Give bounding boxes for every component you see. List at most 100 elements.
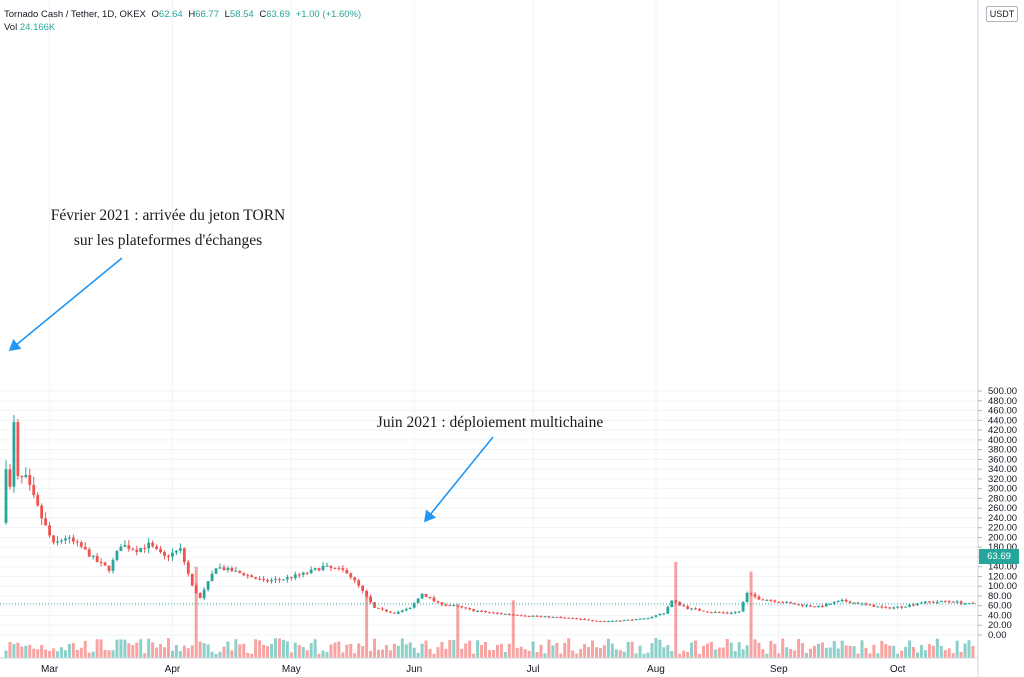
currency-unit-button[interactable]: USDT [986,6,1018,22]
volume-bar [242,643,246,658]
candle-body [773,600,777,602]
volume-bar [194,566,198,658]
candle-body [44,518,48,526]
volume-bar [919,644,923,658]
volume-bar [484,641,488,658]
candle-body [258,578,262,580]
candle-body [238,570,242,573]
candle-body [159,548,162,553]
candle-body [927,601,931,603]
y-tick-label: 380.00 [988,445,1017,456]
candle-body [16,422,20,476]
volume-bar [230,650,234,658]
volume-bar [662,647,666,658]
symbol-title[interactable]: Tornado Cash / Tether, 1D, OKEX [4,9,146,20]
volume-bar [698,653,702,658]
volume-bar [186,648,190,658]
volume-bar [638,645,642,658]
candle-body [222,567,226,570]
candle-body [361,585,365,591]
candle-body [460,606,464,608]
candle-body [448,604,452,606]
volume-bar [313,639,317,658]
candle-body [757,596,761,600]
volume-bar [761,649,765,658]
volume-bar [531,641,535,658]
x-tick-label: Aug [647,664,665,675]
volume-bar [757,642,761,658]
close-label: C [259,9,267,20]
candle-body [809,605,812,607]
annotation-line: Février 2021 : arrivée du jeton TORN [50,207,286,224]
volume-bar [107,650,111,658]
candle-body [817,605,820,607]
volume-bar [428,648,432,658]
volume-bar [547,639,551,658]
volume-bar [789,649,793,658]
volume-bar [297,644,301,658]
symbol-legend: Tornado Cash / Tether, 1D, OKEX O62.64 H… [4,9,364,20]
volume-bar [820,642,824,658]
volume-bar [63,650,67,658]
volume-bar [71,642,75,658]
volume-bar [915,652,919,658]
candle-body [618,620,622,622]
volume-bar [353,653,357,658]
volume-bar [198,641,202,658]
x-tick-label: Sep [770,664,788,675]
volume-bar [694,640,698,658]
volume-bar [262,644,266,658]
time-axis[interactable]: Mar Apr May Jun Jul Aug Sep Oct [0,657,978,675]
volume-bar [701,645,705,658]
candle-body [713,611,717,613]
volume-bar [848,645,852,658]
volume-bar [654,638,658,658]
candle-body [741,602,745,612]
volume-bar [527,650,531,658]
candle-body [820,605,824,607]
volume-bar [567,638,571,658]
candle-body [436,601,440,603]
volume-bar [487,650,491,658]
volume-bar [912,646,916,658]
candle-body [143,548,147,550]
candle-body [400,610,404,612]
volume-bar [285,641,289,658]
volume-bar [127,643,131,658]
candle-body [381,608,384,610]
candle-body [943,600,947,602]
candle-body [135,549,139,552]
volume-bar [396,645,400,658]
volume-bar [266,646,270,658]
volume-bar [131,644,135,658]
volume-bar [178,651,182,658]
candle-body [694,608,697,610]
volume-bar [143,653,147,658]
candle-body [480,610,483,612]
candle-body [4,469,8,523]
volume-bar [666,645,670,658]
candle-body [531,615,535,617]
candle-body [337,568,341,570]
candle-body [325,565,329,567]
candle-body [797,604,800,606]
volume-bar [59,647,63,658]
volume-bar [420,643,424,658]
volume-bar [329,644,333,658]
volume-bar [476,640,480,658]
volume-bar [618,650,622,658]
y-tick-label: 360.00 [988,454,1017,465]
candle-body [852,602,856,604]
volume-bar [876,653,880,658]
volume-bar [591,640,595,658]
candle-body [920,602,923,604]
candle-body [860,603,864,605]
candle-body [840,599,844,602]
candle-body [250,575,254,578]
candle-body [99,562,103,564]
price-axis[interactable]: 0.0020.0040.0060.0080.00100.00120.00140.… [977,0,1017,677]
volume-bar [579,649,583,658]
volume-bar [816,643,820,658]
volume-bar [277,638,281,658]
